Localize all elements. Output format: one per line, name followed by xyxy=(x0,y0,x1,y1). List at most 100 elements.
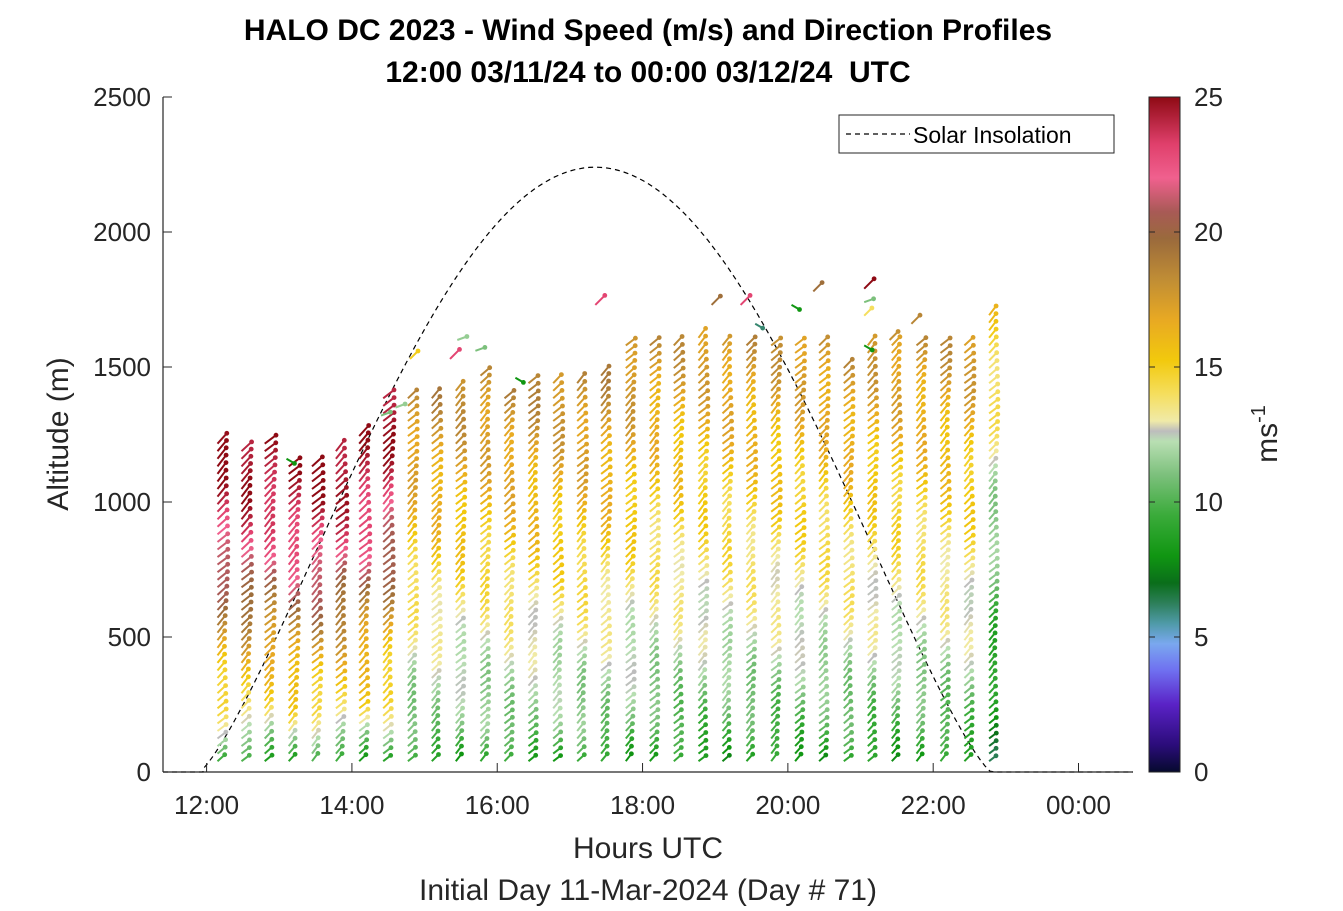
wind-barb-head xyxy=(583,593,589,598)
wind-barb-head xyxy=(509,722,515,728)
wind-barb-head xyxy=(704,578,710,584)
wind-barb-head xyxy=(367,546,373,552)
wind-barb-head xyxy=(435,697,441,703)
wind-barb-head xyxy=(945,692,951,698)
wind-barb-head xyxy=(655,676,660,682)
wind-barb-head xyxy=(995,404,1001,410)
wind-barb-head xyxy=(970,403,976,408)
wind-barb-head xyxy=(895,705,901,711)
wind-barb-head xyxy=(727,660,732,666)
wind-barb-head xyxy=(728,585,734,591)
wind-barb-head xyxy=(704,601,709,606)
wind-barb-head xyxy=(581,515,587,521)
wind-barb-head xyxy=(222,667,228,673)
wind-barb-head xyxy=(752,623,758,629)
wind-barb-head xyxy=(363,628,369,634)
wind-barb-head xyxy=(752,433,758,439)
wind-barb-head xyxy=(921,546,926,552)
wind-barb-head xyxy=(944,736,950,742)
wind-barb-head xyxy=(460,393,466,399)
wind-barb-head xyxy=(777,654,782,659)
wind-barb-head xyxy=(511,532,516,538)
wind-barb-head xyxy=(994,540,1000,546)
wind-barb-head xyxy=(631,638,636,644)
wind-barb-head xyxy=(318,676,323,682)
wind-barb-head xyxy=(607,433,612,438)
wind-barb-head xyxy=(631,379,637,385)
wind-barb-head xyxy=(341,620,347,626)
wind-barb-head xyxy=(388,682,393,688)
wind-barb-head xyxy=(969,715,975,720)
wind-barb-head xyxy=(412,538,418,544)
wind-barb-head xyxy=(293,697,299,702)
wind-barb-head xyxy=(969,699,975,705)
wind-barb-head xyxy=(947,335,953,341)
wind-barb-head xyxy=(848,500,854,506)
wind-barb-head xyxy=(486,547,491,552)
wind-barb-head xyxy=(703,531,709,537)
wind-barb-head xyxy=(632,495,638,500)
wind-barb-head xyxy=(872,645,878,651)
wind-barb-head xyxy=(486,532,492,538)
wind-barb-head xyxy=(922,456,928,462)
wind-barb-head xyxy=(318,530,324,535)
wind-barb-head xyxy=(461,623,467,629)
wind-barb-head xyxy=(581,712,586,718)
wind-barb-head xyxy=(726,745,732,750)
wind-barb-head xyxy=(295,514,300,520)
wind-barb-head xyxy=(246,690,252,695)
wind-barb-head xyxy=(318,653,324,659)
wind-barb-head xyxy=(484,583,490,589)
wind-barb-head xyxy=(317,690,323,696)
wind-barb-head xyxy=(897,600,903,606)
wind-barb-head xyxy=(776,432,781,438)
wind-barb-head xyxy=(270,644,276,650)
wind-barb-head xyxy=(850,364,855,370)
wind-barb-head xyxy=(655,402,661,408)
wind-barb-head xyxy=(606,600,612,605)
wind-barb-head xyxy=(992,486,998,491)
wind-barb-isolated-head xyxy=(797,307,802,312)
wind-barb-isolated-head xyxy=(602,293,608,298)
wind-barb-head xyxy=(606,668,612,674)
wind-barb-head xyxy=(678,614,684,620)
wind-barb-head xyxy=(702,675,708,680)
wind-barb-head xyxy=(750,751,756,757)
wind-barb-head xyxy=(993,753,999,759)
wind-barb-head xyxy=(971,388,977,394)
wind-barb-head xyxy=(412,645,418,650)
wind-barb-head xyxy=(318,621,324,627)
wind-barb-head xyxy=(632,487,637,493)
wind-barb-head xyxy=(897,592,902,598)
wind-barb-head xyxy=(411,698,417,703)
wind-barb-head xyxy=(945,653,951,659)
wind-barb-head xyxy=(438,449,444,455)
wind-barb-head xyxy=(533,508,539,514)
wind-barb-head xyxy=(921,372,927,377)
wind-barb-head xyxy=(391,431,396,437)
wind-barb-head xyxy=(654,584,660,589)
wind-barb-head xyxy=(435,744,441,750)
wind-barb-head xyxy=(727,561,733,567)
wind-barb-head xyxy=(752,417,757,423)
wind-barb-head xyxy=(365,484,371,489)
wind-barb-head xyxy=(248,614,253,619)
wind-barb-head xyxy=(727,546,732,551)
wind-barb-head xyxy=(752,349,757,354)
wind-barb-head xyxy=(655,562,661,568)
wind-barb-head xyxy=(388,629,393,634)
wind-barb-head xyxy=(923,472,928,477)
wind-barb-head xyxy=(825,388,831,394)
wind-barb-head xyxy=(850,426,856,432)
wind-barb-head xyxy=(920,705,926,711)
wind-barb-head xyxy=(584,449,589,455)
wind-barb-head xyxy=(945,554,951,560)
wind-barb-head xyxy=(486,463,492,468)
wind-barb-head xyxy=(778,335,784,341)
wind-profile xyxy=(552,372,566,762)
colorbar-label: ms-1 xyxy=(1248,405,1284,463)
wind-barb-head xyxy=(872,752,878,758)
wind-barb-head xyxy=(389,614,394,619)
wind-barb-head xyxy=(294,529,300,534)
wind-barb-head xyxy=(922,357,928,363)
